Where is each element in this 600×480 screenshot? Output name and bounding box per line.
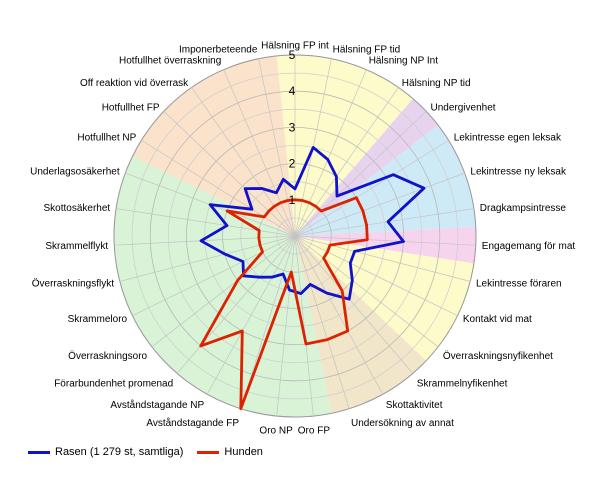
spoke-18 — [206, 235, 296, 395]
sector-band-6 — [114, 156, 332, 417]
radar-spokes — [114, 55, 476, 417]
spoke-28 — [191, 87, 296, 237]
legend-label-breed: Rasen (1 279 st, samtliga) — [55, 446, 184, 458]
sector-band-2 — [295, 125, 476, 236]
spoke-4 — [294, 111, 427, 237]
axis-label-14: Undersökning av annat — [351, 418, 454, 429]
legend-swatch-dog — [197, 450, 220, 454]
spoke-5 — [294, 139, 449, 237]
spoke-29 — [223, 69, 296, 237]
spoke-13 — [294, 235, 384, 395]
axis-label-25: Underlagsosäkerhet — [30, 167, 120, 178]
tick-label-2: 2 — [289, 157, 296, 171]
axis-label-1: Hälsning FP tid — [333, 44, 401, 55]
spoke-19 — [176, 235, 296, 374]
axis-label-21: Skrammeloro — [68, 314, 128, 325]
spoke-12 — [294, 235, 414, 374]
spoke-22 — [119, 235, 296, 282]
axis-label-10: Kontakt vid mat — [463, 314, 532, 325]
axis-label-28: Off reaktion vid överrask — [80, 78, 189, 89]
legend: Rasen (1 279 st, samtliga) Hunden — [28, 446, 263, 458]
axis-label-29: Hotfullhet överraskning — [119, 56, 221, 67]
axis-label-2: Hälsning NP Int — [369, 56, 439, 67]
spoke-26 — [141, 139, 296, 237]
axis-label-27: Hotfullhet FP — [102, 103, 160, 114]
radar-tick-labels: 1 2 3 4 5 — [289, 48, 296, 207]
spoke-7 — [294, 208, 474, 237]
spoke-9 — [294, 235, 471, 282]
radar-series — [199, 145, 426, 411]
legend-swatch-breed — [28, 450, 50, 454]
axis-label-3: Hälsning NP tid — [402, 78, 471, 89]
series-line-1 — [199, 196, 369, 411]
axis-label-23: Skrammelflykt — [45, 241, 108, 252]
axis-label-8: Engagemang för mat — [482, 241, 576, 252]
axis-label-19: Förarbundenhet promenad — [54, 378, 173, 389]
tick-label-4: 4 — [289, 84, 296, 98]
axis-label-17: Avståndstagande FP — [146, 417, 239, 429]
spoke-11 — [294, 235, 439, 348]
axis-label-6: Lekintresse ny leksak — [470, 167, 567, 178]
axis-label-18: Avståndstagande NP — [110, 399, 204, 411]
axis-label-22: Överraskningsflykt — [32, 277, 114, 289]
axis-label-5: Lekintresse egen leksak — [454, 133, 562, 144]
spoke-20 — [151, 235, 296, 348]
sector-band-5 — [295, 236, 427, 414]
spoke-27 — [163, 111, 296, 237]
axis-label-4: Undergivenhet — [431, 103, 496, 114]
spoke-30 — [258, 58, 296, 237]
axis-label-24: Skottosäkerhet — [43, 203, 110, 214]
legend-label-dog: Hunden — [224, 446, 263, 458]
sector-band-0 — [276, 54, 413, 236]
spoke-24 — [116, 208, 296, 237]
spoke-6 — [294, 172, 465, 237]
spoke-2 — [294, 69, 367, 237]
tick-label-1: 1 — [289, 193, 296, 207]
axis-label-9: Lekintresse föraren — [476, 278, 562, 289]
spoke-23 — [114, 235, 296, 246]
axis-label-7: Dragkampsintresse — [480, 203, 567, 214]
spoke-21 — [132, 235, 296, 317]
axis-label-30: Imponerbeteende — [179, 44, 258, 55]
spoke-17 — [240, 235, 296, 409]
tick-label-5: 5 — [289, 48, 296, 62]
axis-label-11: Överraskningsnyfikenhet — [443, 350, 553, 362]
axis-label-26: Hotfullhet NP — [77, 133, 136, 144]
axis-label-0: Hälsning FP int — [261, 41, 329, 52]
spoke-8 — [294, 235, 476, 246]
tick-label-3: 3 — [289, 120, 296, 134]
spoke-10 — [294, 235, 458, 317]
legend-item-breed: Rasen (1 279 st, samtliga) — [28, 446, 183, 458]
axis-label-15: Oro FP — [298, 426, 331, 437]
legend-item-dog: Hunden — [197, 446, 263, 458]
axis-label-16: Oro NP — [259, 426, 293, 437]
axis-label-13: Skottaktivitet — [386, 400, 443, 411]
spoke-3 — [294, 87, 399, 237]
axis-label-20: Överraskningsoro — [68, 350, 147, 362]
axis-label-12: Skrammelnyfikenhet — [417, 378, 508, 389]
spoke-16 — [276, 235, 296, 417]
spoke-15 — [294, 235, 314, 417]
sector-band-7 — [132, 55, 295, 237]
spoke-14 — [294, 235, 350, 409]
